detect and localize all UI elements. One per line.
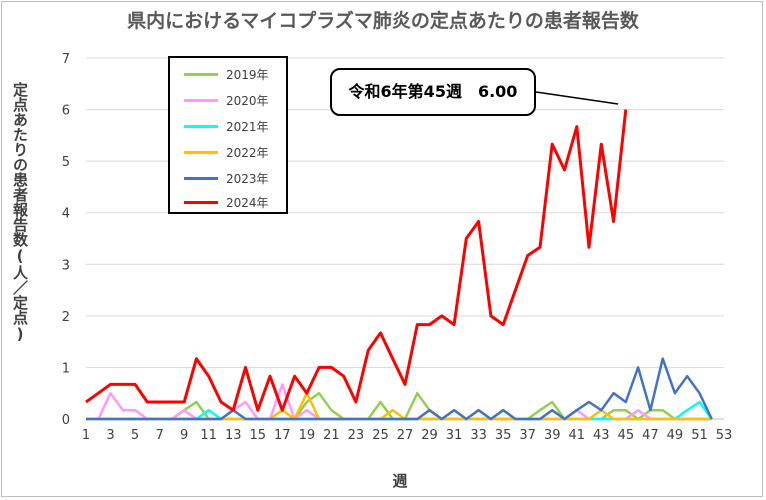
legend-label: 2020年: [226, 93, 269, 108]
x-tick-label: 19: [299, 428, 316, 443]
x-tick-label: 47: [642, 428, 659, 443]
x-tick-label: 41: [568, 428, 585, 443]
series-lines: [85, 109, 713, 421]
legend: 2019年 2020年 2021年 2022年 2023年 2024年: [168, 56, 288, 214]
y-tick-label: 1: [62, 361, 70, 376]
y-tick-label: 6: [62, 104, 70, 119]
legend-item-2020: 2020年: [184, 90, 269, 110]
legend-item-2021: 2021年: [184, 116, 269, 136]
x-tick-label: 3: [106, 428, 114, 443]
x-tick-label: 51: [691, 428, 708, 443]
legend-label: 2021年: [226, 119, 269, 134]
legend-label: 2022年: [226, 145, 269, 160]
x-tick-label: 53: [716, 428, 733, 443]
x-tick-label: 17: [274, 428, 291, 443]
y-axis-label: 定点あたりの患者報告数(人／定点): [11, 82, 29, 343]
legend-item-2024: 2024年: [184, 192, 269, 212]
x-tick-label: 27: [397, 428, 414, 443]
legend-item-2023: 2023年: [184, 168, 269, 188]
legend-swatch: [184, 176, 218, 180]
legend-label: 2023年: [226, 171, 269, 186]
legend-item-2019: 2019年: [184, 64, 269, 84]
callout-pointer: [535, 91, 619, 105]
legend-swatch: [184, 124, 218, 128]
legend-label: 2024年: [226, 195, 269, 210]
chart-title: 県内におけるマイコプラズマ肺炎の定点あたりの患者報告数: [127, 10, 639, 32]
x-tick-label: 43: [593, 428, 610, 443]
y-tick-label: 0: [62, 413, 70, 428]
x-tick-labels: 1 3 5 7 9 11 13 15 17 19 21 23 25 27 29 31 33 35 37 39 41 43 4…: [82, 428, 732, 443]
x-tick-label: 25: [372, 428, 389, 443]
x-tick-label: 5: [131, 428, 139, 443]
x-tick-label: 37: [519, 428, 536, 443]
x-tick-label: 23: [348, 428, 365, 443]
x-tick-label: 39: [544, 428, 561, 443]
y-tick-label: 3: [62, 258, 70, 273]
x-tick-label: 1: [82, 428, 90, 443]
y-tick-label: 5: [62, 155, 70, 170]
x-tick-label: 33: [470, 428, 487, 443]
x-tick-label: 45: [618, 428, 635, 443]
annotation-callout: 令和6年第45週 6.00: [330, 68, 536, 116]
x-tick-label: 21: [323, 428, 340, 443]
x-tick-label: 49: [667, 428, 684, 443]
y-tick-label: 4: [62, 207, 70, 222]
y-tick-labels: 0 1 2 3 4 5 6 7: [62, 52, 70, 428]
x-tick-label: 11: [200, 428, 217, 443]
legend-swatch: [184, 72, 218, 76]
series-line-2024: [85, 109, 628, 412]
legend-label: 2019年: [226, 67, 269, 82]
x-tick-label: 13: [225, 428, 242, 443]
x-tick-label: 31: [446, 428, 463, 443]
y-tick-label: 7: [62, 52, 70, 67]
legend-swatch: [184, 150, 218, 154]
legend-item-2022: 2022年: [184, 142, 269, 162]
x-tick-label: 35: [495, 428, 512, 443]
x-axis-label: 週: [392, 472, 408, 490]
legend-swatch: [184, 98, 218, 102]
legend-swatch: [184, 200, 218, 204]
x-tick-label: 29: [421, 428, 438, 443]
x-tick-label: 9: [180, 428, 188, 443]
x-tick-label: 7: [155, 428, 163, 443]
x-tick-label: 15: [249, 428, 266, 443]
series-line-2023: [86, 357, 713, 421]
y-tick-label: 2: [62, 310, 70, 325]
